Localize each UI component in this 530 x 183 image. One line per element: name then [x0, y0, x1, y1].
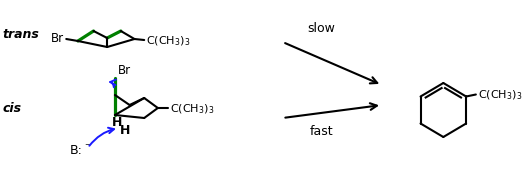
Text: $^{-}$: $^{-}$ [84, 142, 91, 152]
Text: fast: fast [310, 125, 333, 138]
Text: B:: B: [70, 143, 83, 156]
Text: Br: Br [51, 33, 64, 46]
Text: C(CH$_3$)$_3$: C(CH$_3$)$_3$ [170, 102, 214, 116]
Text: slow: slow [307, 22, 335, 35]
Text: C(CH$_3$)$_3$: C(CH$_3$)$_3$ [146, 34, 190, 48]
Text: H: H [112, 117, 122, 130]
Text: Br: Br [118, 64, 131, 77]
Text: C(CH$_3$)$_3$: C(CH$_3$)$_3$ [478, 89, 522, 102]
Text: trans: trans [3, 29, 40, 42]
Text: H: H [120, 124, 130, 137]
Text: cis: cis [3, 102, 22, 115]
